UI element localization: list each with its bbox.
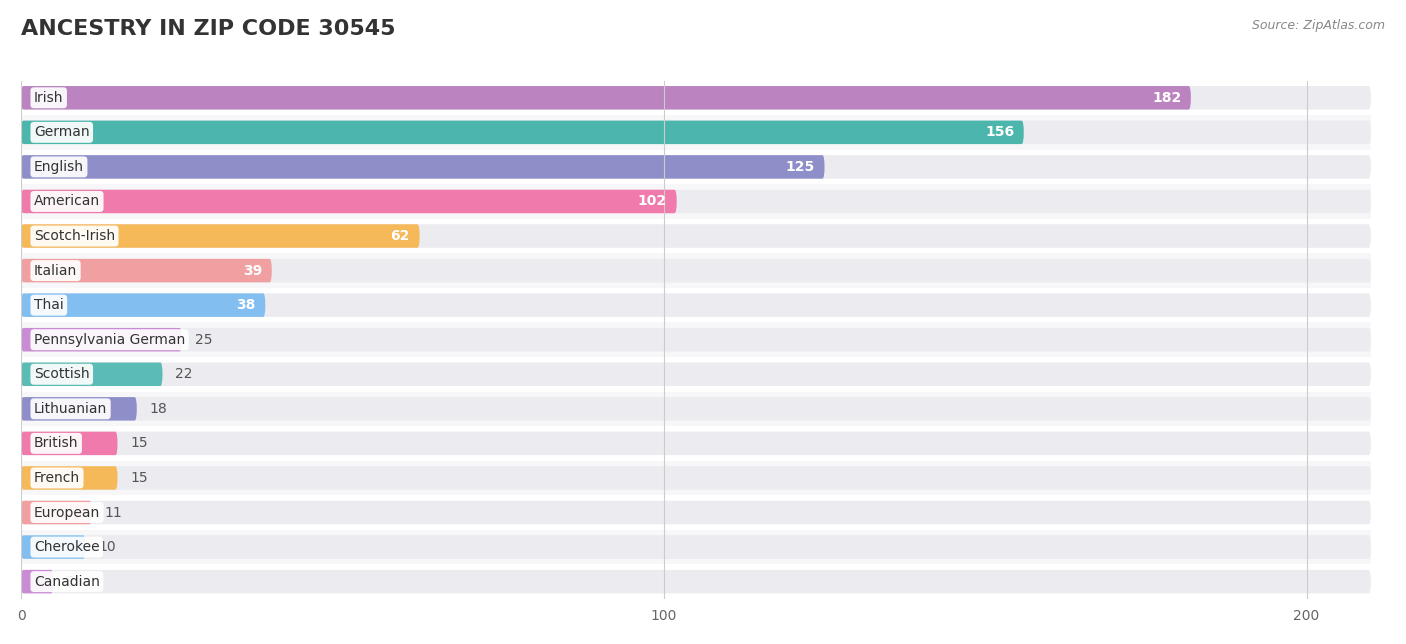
FancyBboxPatch shape <box>21 570 1371 593</box>
FancyBboxPatch shape <box>21 224 1371 248</box>
FancyBboxPatch shape <box>21 86 1371 109</box>
Text: English: English <box>34 160 84 174</box>
Circle shape <box>24 572 28 591</box>
FancyBboxPatch shape <box>21 259 271 282</box>
FancyBboxPatch shape <box>21 86 1191 109</box>
Circle shape <box>24 296 28 315</box>
Circle shape <box>24 399 28 419</box>
Bar <box>21 80 1371 115</box>
Circle shape <box>24 468 28 488</box>
FancyBboxPatch shape <box>21 570 53 593</box>
FancyBboxPatch shape <box>21 294 1371 317</box>
Text: Lithuanian: Lithuanian <box>34 402 107 416</box>
Circle shape <box>24 330 28 350</box>
FancyBboxPatch shape <box>21 535 1371 559</box>
Bar <box>21 357 1371 392</box>
FancyBboxPatch shape <box>21 120 1024 144</box>
FancyBboxPatch shape <box>21 535 86 559</box>
Text: 102: 102 <box>638 194 666 209</box>
Text: British: British <box>34 437 79 450</box>
Text: 11: 11 <box>104 506 122 520</box>
Text: 10: 10 <box>98 540 115 554</box>
Text: 22: 22 <box>176 367 193 381</box>
Circle shape <box>24 226 28 246</box>
Bar <box>21 149 1371 184</box>
FancyBboxPatch shape <box>21 501 1371 524</box>
Text: American: American <box>34 194 100 209</box>
Bar <box>21 288 1371 323</box>
Circle shape <box>24 537 28 557</box>
FancyBboxPatch shape <box>21 363 163 386</box>
Text: 39: 39 <box>243 263 262 278</box>
Text: 25: 25 <box>194 333 212 346</box>
Circle shape <box>24 88 28 108</box>
FancyBboxPatch shape <box>21 431 118 455</box>
Text: 182: 182 <box>1152 91 1181 105</box>
FancyBboxPatch shape <box>21 190 1371 213</box>
Text: Pennsylvania German: Pennsylvania German <box>34 333 186 346</box>
Text: Thai: Thai <box>34 298 63 312</box>
Circle shape <box>24 365 28 384</box>
Text: 38: 38 <box>236 298 256 312</box>
Bar <box>21 115 1371 149</box>
Circle shape <box>24 261 28 280</box>
Bar <box>21 495 1371 530</box>
Text: 156: 156 <box>986 126 1014 139</box>
Text: 5: 5 <box>66 574 75 589</box>
Circle shape <box>24 157 28 176</box>
FancyBboxPatch shape <box>21 466 118 489</box>
Text: 18: 18 <box>149 402 167 416</box>
FancyBboxPatch shape <box>21 328 181 352</box>
Text: 15: 15 <box>131 437 148 450</box>
FancyBboxPatch shape <box>21 294 266 317</box>
FancyBboxPatch shape <box>21 431 1371 455</box>
Circle shape <box>24 503 28 522</box>
FancyBboxPatch shape <box>21 155 1371 178</box>
FancyBboxPatch shape <box>21 466 1371 489</box>
FancyBboxPatch shape <box>21 501 91 524</box>
FancyBboxPatch shape <box>21 328 1371 352</box>
Text: Cherokee: Cherokee <box>34 540 100 554</box>
Text: Source: ZipAtlas.com: Source: ZipAtlas.com <box>1251 19 1385 32</box>
Text: 125: 125 <box>786 160 815 174</box>
Text: French: French <box>34 471 80 485</box>
Circle shape <box>24 433 28 453</box>
Bar <box>21 392 1371 426</box>
Circle shape <box>24 192 28 211</box>
FancyBboxPatch shape <box>21 259 1371 282</box>
Bar <box>21 219 1371 253</box>
Bar <box>21 460 1371 495</box>
FancyBboxPatch shape <box>21 120 1371 144</box>
Bar <box>21 253 1371 288</box>
FancyBboxPatch shape <box>21 363 1371 386</box>
Text: Scotch-Irish: Scotch-Irish <box>34 229 115 243</box>
Text: German: German <box>34 126 90 139</box>
Text: ANCESTRY IN ZIP CODE 30545: ANCESTRY IN ZIP CODE 30545 <box>21 19 395 39</box>
Text: European: European <box>34 506 100 520</box>
Bar <box>21 530 1371 564</box>
Circle shape <box>24 122 28 142</box>
Bar <box>21 426 1371 460</box>
Text: 15: 15 <box>131 471 148 485</box>
Text: Irish: Irish <box>34 91 63 105</box>
Text: Italian: Italian <box>34 263 77 278</box>
FancyBboxPatch shape <box>21 397 1371 421</box>
Bar <box>21 564 1371 599</box>
FancyBboxPatch shape <box>21 155 824 178</box>
FancyBboxPatch shape <box>21 397 136 421</box>
Bar <box>21 323 1371 357</box>
Text: Scottish: Scottish <box>34 367 90 381</box>
FancyBboxPatch shape <box>21 190 676 213</box>
Text: 62: 62 <box>391 229 411 243</box>
FancyBboxPatch shape <box>21 224 419 248</box>
Text: Canadian: Canadian <box>34 574 100 589</box>
Bar <box>21 184 1371 219</box>
